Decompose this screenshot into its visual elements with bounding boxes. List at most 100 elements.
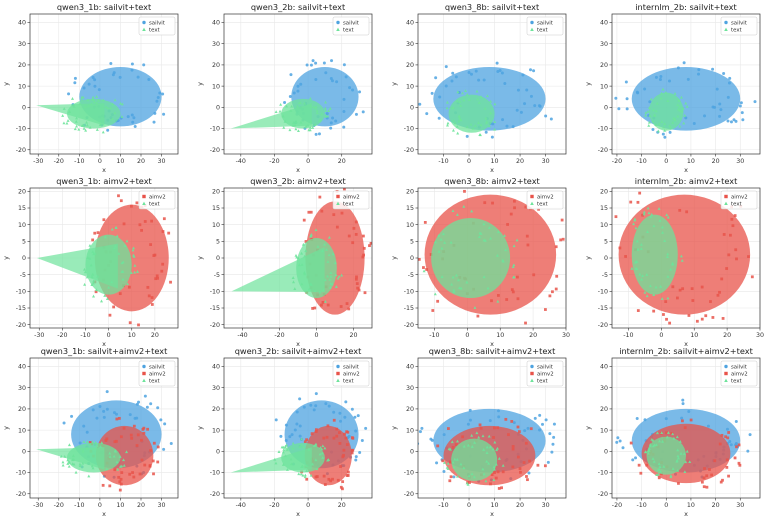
aimv2-point <box>313 306 317 310</box>
text-point <box>489 236 493 240</box>
aimv2-point <box>536 463 540 467</box>
scatter-plot: qwen3_8b: sailvit+aimv2+text -10 0 10 20 30 -2… <box>390 346 567 518</box>
text-point <box>129 271 133 275</box>
text-point <box>87 474 91 478</box>
text-point <box>646 451 650 455</box>
sailvit-point <box>334 119 338 123</box>
text-point <box>308 234 312 238</box>
text-point <box>485 445 489 449</box>
aimv2-point <box>339 305 343 308</box>
x-tick-label: 30 <box>542 502 550 509</box>
legend-box <box>526 16 564 36</box>
text-point <box>437 234 441 237</box>
aimv2-point <box>554 245 558 249</box>
sailvit-point <box>484 130 488 134</box>
text-point <box>476 97 480 101</box>
sailvit-point <box>680 416 684 420</box>
text-point <box>644 111 648 114</box>
sailvit-point <box>163 422 167 426</box>
aimv2-point <box>516 455 520 459</box>
text-point <box>477 121 481 124</box>
text-point <box>328 277 332 281</box>
text-point <box>274 110 278 114</box>
aimv2-point <box>143 463 147 467</box>
sailvit-point <box>418 442 420 446</box>
text-point <box>671 432 675 436</box>
text-point <box>305 469 309 473</box>
aimv2-point <box>726 436 730 440</box>
text-point <box>323 242 327 246</box>
sailvit-point <box>299 82 303 86</box>
y-tick-label: 0 <box>604 449 608 456</box>
text-point <box>333 261 337 265</box>
aimv2-point <box>169 280 172 284</box>
aimv2-point <box>636 309 640 312</box>
y-tick-label: 40 <box>406 20 414 27</box>
sailvit-point <box>95 416 99 420</box>
text-point <box>110 227 114 231</box>
text-point <box>653 443 657 447</box>
sailvit-point <box>523 429 527 433</box>
aimv2-point <box>102 218 106 222</box>
text-point <box>114 225 118 229</box>
aimv2-point <box>522 461 526 464</box>
text-point <box>323 446 327 450</box>
text-point <box>492 467 496 471</box>
text-point <box>470 209 474 213</box>
text-point <box>311 126 315 129</box>
aimv2-point <box>524 205 528 209</box>
aimv2-point <box>152 472 155 476</box>
sailvit-point <box>70 414 74 418</box>
text-point <box>433 292 437 296</box>
text-point <box>85 275 89 279</box>
aimv2-point <box>117 475 121 479</box>
text-point <box>669 475 673 479</box>
aimv2-point <box>504 417 508 421</box>
text-point <box>482 448 486 451</box>
text-point <box>118 455 122 458</box>
sailvit-point <box>550 450 554 454</box>
aimv2-point <box>345 443 349 446</box>
sailvit-point <box>112 411 116 415</box>
text-point <box>85 123 89 127</box>
y-tick-label: 0 <box>216 105 220 112</box>
sailvit-legend-marker <box>142 364 146 369</box>
legend-box <box>720 190 758 210</box>
text-point <box>320 249 324 253</box>
text-point <box>455 213 459 216</box>
sailvit-point <box>437 116 441 120</box>
aimv2-point <box>561 237 565 241</box>
y-tick-label: -10 <box>404 470 414 477</box>
aimv2-point <box>307 210 311 214</box>
text-point <box>678 108 682 112</box>
sailvit-point <box>142 63 146 67</box>
aimv2-point <box>518 467 522 470</box>
text-point <box>446 461 450 465</box>
text-point <box>123 244 127 247</box>
y-tick-label: 20 <box>406 406 414 413</box>
text-point <box>466 443 470 447</box>
text-point <box>666 274 670 278</box>
text-point <box>445 123 449 127</box>
aimv2-point <box>733 456 737 460</box>
text-point <box>324 100 328 104</box>
text-point <box>669 267 673 271</box>
text-point <box>95 128 99 131</box>
text-point <box>647 447 651 450</box>
sailvit-point <box>283 101 287 105</box>
aimv2-point <box>118 488 122 492</box>
text-point <box>298 101 302 104</box>
y-tick-label: 40 <box>600 20 608 27</box>
text-point <box>307 447 311 451</box>
sailvit-point <box>327 404 331 408</box>
text-point <box>655 473 659 477</box>
sailvit-point <box>526 426 530 430</box>
y-tick-label: -10 <box>16 289 26 296</box>
text-point <box>486 286 490 290</box>
sailvit-point <box>85 430 89 434</box>
text-point <box>282 448 286 451</box>
text-tail <box>36 447 105 470</box>
text-point <box>682 121 686 125</box>
aimv2-point <box>497 294 500 297</box>
